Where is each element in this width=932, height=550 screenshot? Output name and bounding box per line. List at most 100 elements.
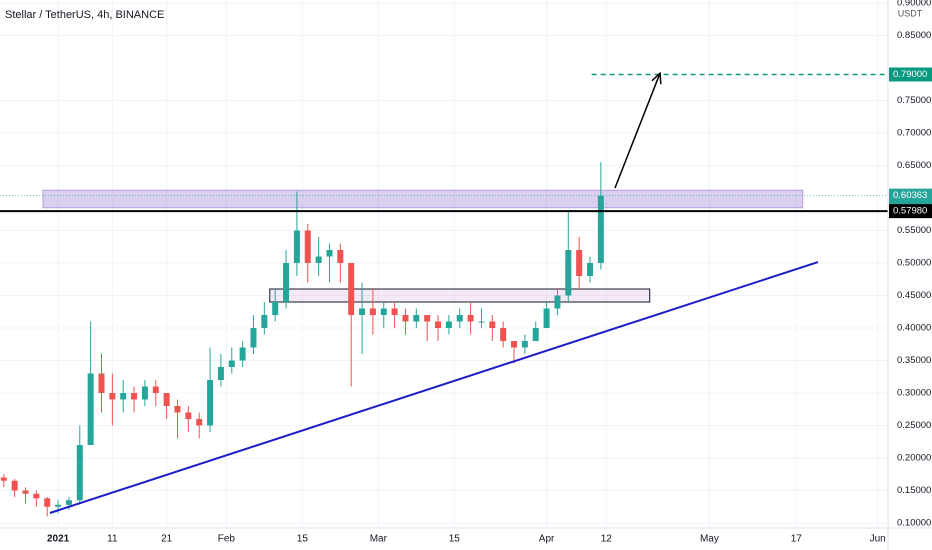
candle-body (456, 315, 463, 322)
last-price-label: 0.60363 (893, 190, 927, 201)
drawings-front (0, 71, 888, 514)
candle-body (489, 321, 496, 328)
y-tick-label: 0.70000 (897, 128, 931, 139)
candle-body (587, 263, 594, 276)
y-tick-label: 0.50000 (897, 258, 931, 269)
candle-body (413, 315, 420, 322)
candle-body (315, 256, 322, 263)
y-tick-label: 0.25000 (897, 420, 931, 431)
y-tick-label: 0.10000 (897, 518, 931, 529)
candle-body (554, 295, 561, 309)
candle-body (98, 373, 105, 393)
candle-body (445, 321, 452, 328)
candle-body (55, 504, 62, 507)
candle-body (120, 393, 127, 400)
candle-body (228, 360, 235, 367)
candle-body (0, 477, 7, 481)
y-tick-label: 0.85000 (897, 30, 931, 41)
x-tick-label: 21 (161, 534, 173, 545)
y-tick-label: 0.40000 (897, 323, 931, 334)
candle-body (250, 328, 257, 348)
y-tick-label: 0.55000 (897, 225, 931, 236)
level-label: 0.57980 (893, 206, 927, 217)
candle-body (217, 367, 224, 380)
x-tick-label: Apr (539, 534, 555, 545)
candle-body (131, 393, 138, 400)
candle-body (283, 263, 290, 302)
candle-body (33, 493, 40, 499)
candle-body (467, 315, 474, 322)
candle-body (261, 315, 268, 328)
candle-body (369, 308, 376, 315)
candle-body (304, 230, 311, 263)
candle-body (196, 419, 203, 426)
x-tick-label: Jun (870, 534, 886, 545)
candle-body (359, 308, 366, 315)
candle-body (532, 328, 539, 341)
candle-body (272, 302, 279, 315)
candle-body (402, 315, 409, 322)
target-label: 0.79000 (893, 69, 927, 80)
candle-body (22, 490, 29, 494)
arrow-head (651, 71, 662, 85)
candle-body (11, 480, 18, 491)
candle-body (478, 321, 485, 323)
trendline (49, 261, 819, 514)
candle-body (391, 308, 398, 315)
candle-body (174, 406, 181, 413)
x-tick-label: 11 (107, 534, 118, 545)
candle-body (207, 380, 214, 426)
x-tick-label: 15 (297, 534, 309, 545)
grid (0, 0, 888, 528)
candle-body (65, 500, 72, 505)
candle-body (348, 263, 355, 315)
y-tick-label: 0.20000 (897, 453, 931, 464)
chart-title: Stellar / TetherUS, 4h, BINANCE (5, 9, 164, 21)
x-tick-label: May (700, 534, 719, 545)
y-tick-label: 0.45000 (897, 290, 931, 301)
candle-body (500, 328, 507, 341)
y-tick-label: 0.35000 (897, 355, 931, 366)
candle-body (597, 195, 604, 263)
candle-body (543, 308, 550, 328)
candle-body (424, 315, 431, 322)
candle-body (141, 386, 148, 400)
x-tick-label: 17 (791, 534, 803, 545)
candle-body (380, 308, 387, 315)
candle-body (565, 250, 572, 296)
y-tick-label: 0.65000 (897, 160, 931, 171)
candles (0, 162, 604, 517)
x-tick-label: 2021 (47, 534, 70, 545)
arrow-line (614, 72, 661, 189)
drawings-back (0, 189, 888, 303)
x-tick-label: 12 (601, 534, 613, 545)
candle-body (185, 412, 192, 419)
candle-body (511, 341, 518, 348)
candle-body (435, 321, 442, 328)
y-tick-label: 0.90000 (897, 0, 931, 9)
candle-body (337, 250, 344, 263)
candle-body (293, 230, 300, 263)
currency-label: USDT (898, 8, 923, 18)
candle-body (163, 393, 170, 406)
target-box (889, 67, 932, 82)
y-tick-label: 0.30000 (897, 388, 931, 399)
candle-body (521, 341, 528, 348)
axes: 0.10000 0.15000 0.20000 0.25000 0.30000 0.350… (47, 0, 932, 545)
candle-body (44, 498, 51, 507)
candle-body (326, 250, 333, 257)
x-tick-label: Mar (370, 534, 388, 545)
y-tick-label: 0.75000 (897, 95, 931, 106)
candle-body (87, 373, 94, 445)
candle-body (109, 393, 116, 400)
support-box (269, 288, 651, 303)
candle-body (76, 445, 83, 501)
candle-body (576, 250, 583, 276)
x-tick-label: 15 (449, 534, 461, 545)
resistance-zone (42, 189, 804, 209)
y-tick-label: 0.15000 (897, 485, 931, 496)
level-box (889, 204, 932, 219)
x-tick-label: Feb (218, 534, 236, 545)
